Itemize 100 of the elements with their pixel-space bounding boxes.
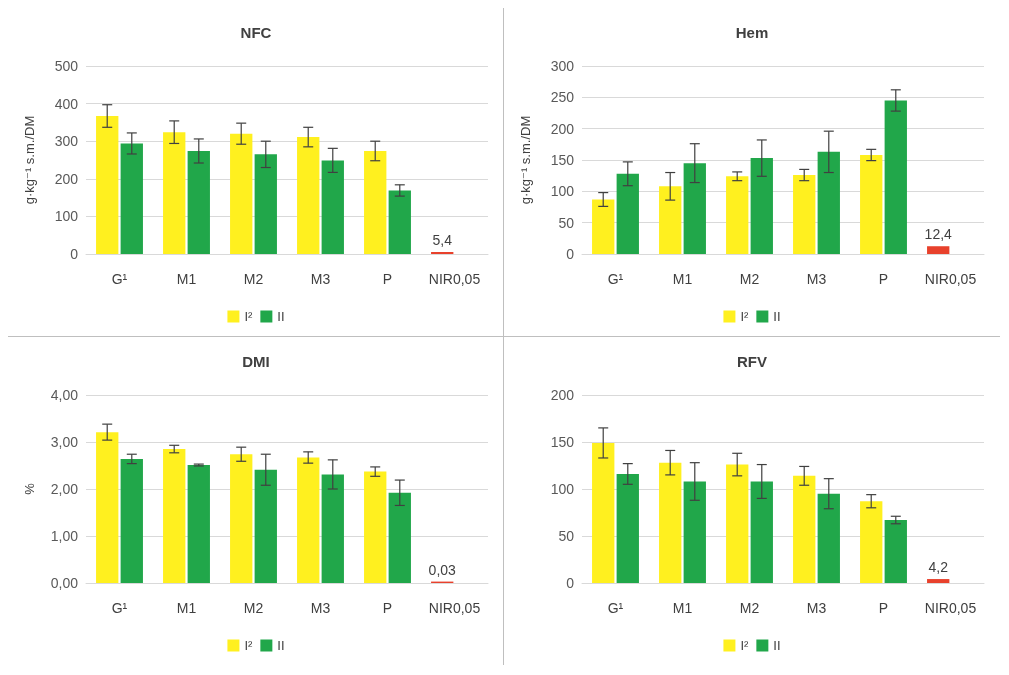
x-tick-label: M2 xyxy=(739,271,760,287)
bar xyxy=(659,186,682,254)
bar xyxy=(163,449,186,583)
x-tick-label: M3 xyxy=(806,271,827,287)
y-tick-label: 300 xyxy=(54,133,79,150)
bar xyxy=(884,520,907,583)
bar xyxy=(431,251,454,254)
y-tick-label: 50 xyxy=(558,214,575,231)
x-tick-label: M1 xyxy=(672,600,693,616)
data-label: 0,03 xyxy=(428,561,457,578)
x-tick-label: P xyxy=(878,600,889,616)
x-tick-label: M3 xyxy=(806,600,827,616)
x-tick-label: NIR0,05 xyxy=(924,271,977,287)
x-tick-label: NIR0,05 xyxy=(428,271,481,287)
bar xyxy=(860,154,883,254)
bar xyxy=(726,176,749,254)
x-tick-label: M2 xyxy=(243,600,264,616)
bar xyxy=(297,457,320,583)
bar xyxy=(388,492,411,583)
x-tick-label: G¹ xyxy=(111,271,128,287)
x-tick-label: P xyxy=(878,271,889,287)
bar xyxy=(388,190,411,254)
data-label: 12,4 xyxy=(924,226,953,243)
x-tick-label: M2 xyxy=(739,600,760,616)
chart-title: RFV xyxy=(737,353,767,370)
bar xyxy=(592,199,615,254)
bar xyxy=(230,133,253,254)
bar xyxy=(321,160,344,254)
x-tick-label: M1 xyxy=(672,271,693,287)
legend-label: II xyxy=(773,309,781,324)
bar xyxy=(659,462,682,583)
y-tick-label: 0 xyxy=(566,246,575,262)
bar xyxy=(927,579,950,583)
bar xyxy=(884,100,907,254)
chart-title: NFC xyxy=(240,24,272,41)
y-tick-label: 250 xyxy=(550,89,575,106)
y-tick-label: 200 xyxy=(54,170,79,187)
y-tick-label: 100 xyxy=(550,183,575,200)
x-tick-label: G¹ xyxy=(607,600,624,616)
legend-label: I² xyxy=(244,309,254,324)
y-tick-label: 100 xyxy=(54,208,79,225)
bar xyxy=(96,116,119,254)
data-label: 5,4 xyxy=(432,231,453,248)
y-tick-label: 4,00 xyxy=(50,387,79,403)
bar xyxy=(187,150,210,254)
y-tick-label: 50 xyxy=(558,528,575,544)
bar xyxy=(230,454,253,583)
bar xyxy=(163,132,186,254)
bar xyxy=(927,246,950,254)
y-axis-title: g·kg⁻¹ s.m./DM xyxy=(518,115,533,205)
bar xyxy=(254,154,277,254)
x-tick-label: M2 xyxy=(243,271,264,287)
bar xyxy=(297,137,320,254)
x-tick-label: M1 xyxy=(176,271,197,287)
bar xyxy=(750,158,773,254)
legend-label: I² xyxy=(740,638,750,653)
x-tick-label: G¹ xyxy=(607,271,624,287)
y-tick-label: 1,00 xyxy=(50,528,79,544)
y-tick-label: 500 xyxy=(54,58,79,74)
bar xyxy=(616,173,639,254)
bar xyxy=(120,458,143,583)
bar xyxy=(254,469,277,583)
x-tick-label: P xyxy=(382,271,393,287)
y-tick-label: 200 xyxy=(550,387,575,403)
legend-label: I² xyxy=(740,309,750,324)
y-tick-label: 100 xyxy=(550,481,575,497)
bar xyxy=(683,481,706,583)
x-tick-label: M3 xyxy=(310,600,331,616)
bar xyxy=(817,493,840,583)
y-tick-label: 0,00 xyxy=(50,575,79,591)
bar xyxy=(817,151,840,254)
bar xyxy=(860,501,883,583)
legend-label: I² xyxy=(244,638,254,653)
bar xyxy=(726,464,749,583)
legend-label: II xyxy=(277,309,285,324)
bar xyxy=(793,175,816,254)
bar xyxy=(616,473,639,583)
y-tick-label: 3,00 xyxy=(50,434,79,450)
y-tick-label: 0 xyxy=(566,575,575,591)
data-label: 4,2 xyxy=(928,559,949,576)
y-tick-label: 150 xyxy=(550,152,575,168)
x-tick-label: NIR0,05 xyxy=(428,600,481,616)
bar xyxy=(683,163,706,254)
bar xyxy=(592,442,615,583)
bar xyxy=(793,475,816,583)
bar xyxy=(750,481,773,583)
x-tick-label: NIR0,05 xyxy=(924,600,977,616)
y-tick-label: 2,00 xyxy=(50,481,79,497)
legend-label: II xyxy=(277,638,285,653)
chart-title: Hem xyxy=(735,24,769,41)
bar xyxy=(96,432,119,583)
bar xyxy=(364,471,387,583)
bar xyxy=(321,474,344,583)
y-tick-label: 150 xyxy=(550,434,575,450)
x-tick-label: G¹ xyxy=(111,600,128,616)
y-axis-title: % xyxy=(22,482,37,495)
y-tick-label: 300 xyxy=(550,58,575,74)
x-tick-label: P xyxy=(382,600,393,616)
x-tick-label: M3 xyxy=(310,271,331,287)
bar xyxy=(120,143,143,254)
